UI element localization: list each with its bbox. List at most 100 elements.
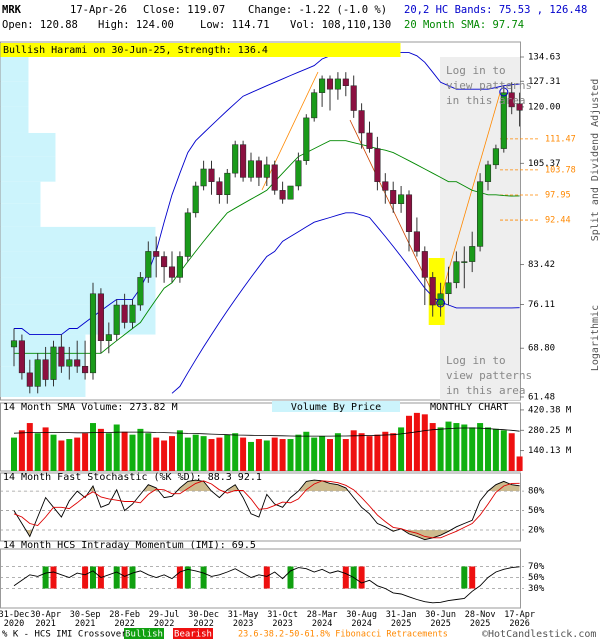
crossover-marker: [342, 566, 349, 589]
candle-body: [97, 293, 104, 341]
volume-bar: [26, 423, 33, 471]
trend-line: [261, 71, 319, 191]
candle-body: [429, 277, 436, 306]
candle-body: [255, 160, 262, 178]
fibonacci-level: 103.78: [545, 165, 576, 175]
candle-body: [153, 251, 160, 257]
candle-body: [421, 251, 428, 278]
candle-body: [42, 359, 49, 380]
x-tick-label: 28-Feb 2022: [109, 610, 140, 629]
volume-bar: [216, 437, 223, 471]
volume-by-price-bar: [0, 57, 29, 82]
momentum-line: [13, 566, 520, 604]
volume-by-price-bar: [0, 226, 156, 252]
volume-sma: [13, 427, 520, 437]
crossover-marker: [287, 566, 294, 589]
volume-bar: [224, 434, 231, 471]
x-tick-label: 30-Apr 2021: [30, 610, 61, 629]
candle-body: [445, 282, 452, 295]
x-tick-label: 28-Mar 2024: [306, 610, 338, 629]
pattern-marker: [499, 87, 509, 97]
candle-body: [58, 346, 65, 367]
y-tick-label: 420.38 M: [528, 405, 572, 415]
volume-bar: [469, 427, 476, 471]
bullish-key: [124, 628, 164, 639]
x-tick-label: 31-Jan 2025: [385, 610, 417, 629]
bearish-key: [173, 628, 213, 639]
candle-body: [453, 261, 460, 284]
x-tick-label: 30-Jun 2025: [425, 610, 456, 629]
candle-body: [10, 340, 18, 348]
candle-body: [224, 172, 231, 196]
fibonacci-level: 111.47: [545, 134, 576, 144]
candle-body: [334, 78, 341, 90]
volume-bar: [358, 433, 365, 471]
change: Change: -1.22 (-1.0 %): [248, 4, 387, 16]
crossover-marker: [176, 566, 183, 589]
fibonacci-level: 92.44: [545, 216, 571, 226]
y-tick-label: 127.31: [528, 77, 561, 87]
volume-panel: 420.38 M 280.25 M 140.13 M 14 Month SMA Vol…: [0, 401, 572, 472]
volume-bar: [208, 439, 215, 471]
volume: Vol: 108,110,130: [290, 19, 391, 31]
momentum-panel: 70%50%30% 14 Month HCS Intraday Momentum …: [0, 540, 545, 609]
scale-label: Logarithmic: [590, 305, 600, 371]
copyright: ©HotCandlestick.com: [482, 629, 596, 640]
candle-body: [500, 92, 507, 149]
candle-body: [492, 148, 499, 166]
candle-body: [413, 231, 420, 252]
volume-bar: [500, 430, 507, 471]
volume-by-price-bar: [0, 81, 29, 107]
x-tick-label: 30-Sep 2021: [69, 610, 101, 629]
stochastic-panel: 80% 50% 20% 14 Month Fast Stochastic (%K %D…: [0, 472, 545, 542]
bands: 20,2 HC Bands: 75.53 , 126.48: [404, 4, 587, 16]
volume-bar: [129, 434, 136, 471]
volume-bar: [350, 430, 357, 471]
y-tick-label: 50%: [528, 506, 545, 516]
candle-body: [382, 181, 389, 191]
candle-body: [105, 334, 112, 341]
crossover-marker: [358, 566, 365, 589]
volume-bar: [113, 424, 120, 471]
volume-bar: [82, 433, 89, 471]
volume-bar: [176, 430, 183, 471]
volume-by-price-bar: [0, 277, 156, 305]
volume-bar: [184, 437, 191, 471]
volume-bar: [121, 431, 128, 471]
crossover-label: % K - HCS IMI Crossover:: [2, 630, 132, 640]
y-axis-label: Split and Dividend Adjusted: [590, 79, 600, 242]
volume-bar: [334, 433, 341, 471]
candle-body: [461, 261, 468, 263]
y-tick-label: 70%: [528, 562, 545, 572]
price-panel: 134.63 127.31 120.00 105.37 83.42 76.11 68.80 6…: [0, 41, 600, 403]
volume-bar: [445, 421, 452, 471]
high: High: 124.00: [98, 19, 174, 31]
candle-body: [66, 359, 73, 367]
period-label: MONTHLY CHART: [430, 402, 508, 413]
candle-body: [295, 160, 302, 187]
volume-bar: [58, 440, 65, 471]
candle-body: [508, 92, 515, 108]
y-tick-label: 134.63: [528, 53, 561, 63]
panel-title: 14 Month Fast Stochastic (%K %D): 88.3 9…: [3, 472, 262, 483]
volume-bar: [105, 433, 112, 471]
candle-body: [240, 144, 247, 178]
crossover-marker: [461, 566, 468, 589]
volume-bar: [169, 436, 175, 471]
x-tick-label: 17-Apr 2026: [504, 610, 535, 629]
volume-by-price-bar: [0, 251, 156, 278]
volume-bar: [421, 414, 428, 471]
crossover-marker: [50, 566, 57, 589]
crossover-marker: [90, 566, 96, 589]
y-tick-label: 105.37: [528, 159, 561, 169]
stochastic-line: [13, 480, 520, 539]
y-tick-label: 120.00: [528, 102, 561, 112]
login-note: Log in to view patterns in this area: [446, 64, 533, 107]
candle-body: [121, 304, 128, 323]
pattern-banner-bg: [0, 43, 401, 57]
candle-body: [287, 185, 294, 200]
candle-body: [350, 85, 357, 111]
pattern-marker: [436, 298, 446, 308]
